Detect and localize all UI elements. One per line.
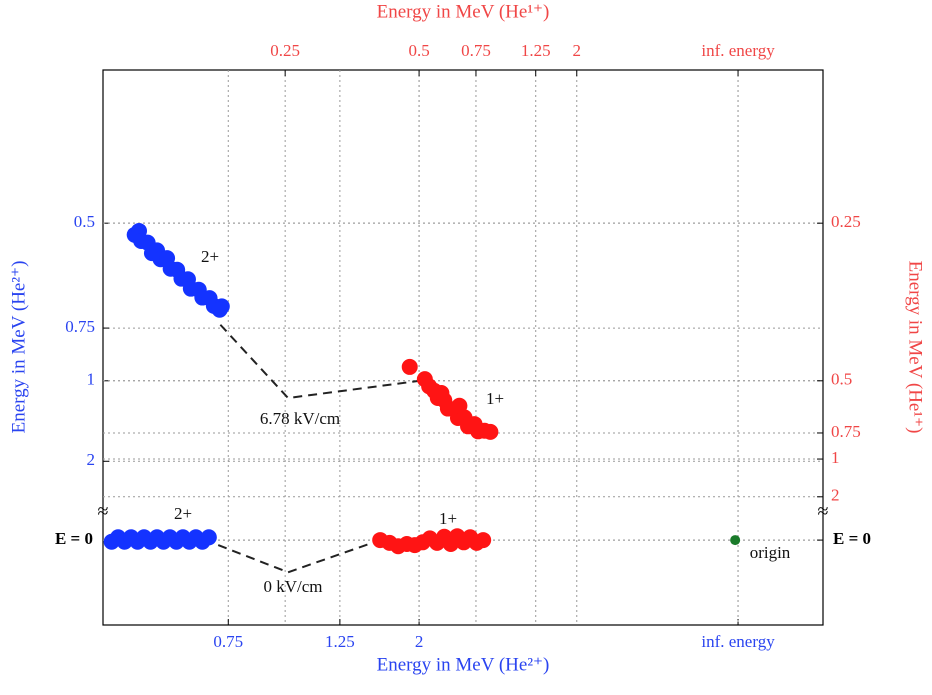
- axis-break: ≈: [98, 501, 109, 523]
- point: [730, 535, 741, 546]
- x2-tick-label: 0.25: [270, 41, 300, 60]
- y-tick-label: 0.75: [65, 317, 95, 336]
- annotation: 0 kV/cm: [263, 577, 322, 596]
- x-tick-label: 2: [415, 632, 424, 651]
- x-tick-label: 0.75: [213, 632, 243, 651]
- annotation: 1+: [486, 389, 504, 408]
- x2-tick-label: 2: [573, 41, 582, 60]
- x2-tick-label: 0.5: [408, 41, 429, 60]
- y2-tick-label: 0.5: [831, 370, 852, 389]
- y-tick-label: 1: [87, 370, 96, 389]
- field-guide: [217, 539, 381, 574]
- point: [475, 532, 492, 549]
- y2-tick-label: E = 0: [833, 529, 871, 548]
- annotation: 6.78 kV/cm: [260, 409, 340, 428]
- axis-break: ≈: [818, 501, 829, 523]
- point: [433, 385, 450, 402]
- point: [482, 423, 499, 440]
- y2-tick-label: 2: [831, 486, 840, 505]
- plot-frame: [102, 69, 824, 626]
- annotation: 2+: [174, 504, 192, 523]
- x2-tick-label: 0.75: [461, 41, 491, 60]
- x2-tick-label: inf. energy: [701, 41, 775, 60]
- x2-axis-title: Energy in MeV (He¹⁺): [377, 1, 550, 22]
- annotation: 2+: [201, 247, 219, 266]
- y2-tick-label: 0.25: [831, 212, 861, 231]
- y-axis-title: Energy in MeV (He²⁺): [8, 261, 29, 434]
- x-tick-label: inf. energy: [701, 632, 775, 651]
- x-axis-title: Energy in MeV (He²⁺): [377, 654, 550, 675]
- y-tick-label: 2: [87, 450, 96, 469]
- point: [401, 358, 418, 375]
- annotation: origin: [750, 543, 791, 562]
- y-tick-label: E = 0: [55, 529, 93, 548]
- x-tick-label: 1.25: [325, 632, 355, 651]
- y2-axis-title: Energy in MeV (He¹⁺): [905, 261, 926, 434]
- y2-tick-label: 1: [831, 448, 840, 467]
- y2-tick-label: 0.75: [831, 422, 861, 441]
- point: [451, 397, 468, 414]
- y-tick-label: 0.5: [74, 212, 95, 231]
- point: [211, 301, 228, 318]
- point: [200, 529, 217, 546]
- x2-tick-label: 1.25: [521, 41, 551, 60]
- field-guide: [219, 324, 420, 400]
- annotation: 1+: [439, 509, 457, 528]
